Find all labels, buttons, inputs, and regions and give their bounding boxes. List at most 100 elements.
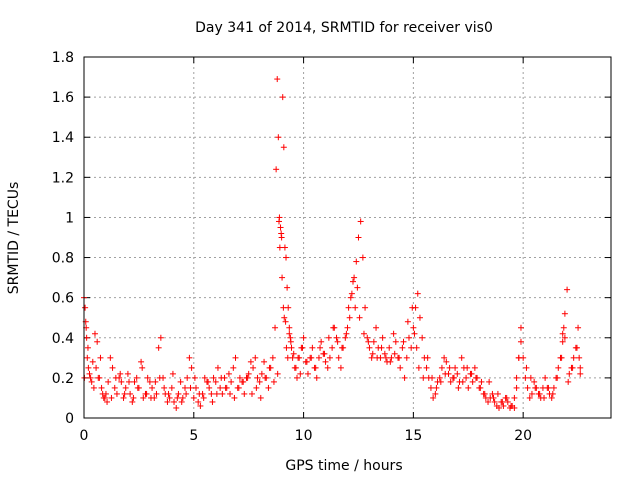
data-point [429,374,436,381]
data-point [299,344,306,351]
data-point [345,304,352,311]
data-point [490,394,497,401]
data-point [278,230,285,237]
data-point [333,334,340,341]
data-point [270,378,277,385]
data-point [157,334,164,341]
data-point [390,330,397,337]
data-point [196,390,203,397]
data-point [374,354,381,361]
data-point [500,402,507,409]
data-point [348,290,355,297]
data-point [286,330,293,337]
data-point [274,370,281,377]
data-point [182,384,189,391]
data-point [156,374,163,381]
data-point [459,378,466,385]
data-point [245,370,252,377]
data-point [409,304,416,311]
data-point [254,374,261,381]
data-point [175,390,182,397]
data-point [366,344,373,351]
data-point [97,354,104,361]
data-point [387,358,394,365]
data-point [190,394,197,401]
data-point [173,404,180,411]
data-point [282,318,289,325]
data-point [570,354,577,361]
data-point [171,398,178,405]
data-point [146,378,153,385]
data-point [248,390,255,397]
data-point [276,244,283,251]
data-point [84,344,91,351]
data-point [304,370,311,377]
data-point [351,274,358,281]
data-point [178,398,185,405]
data-point [83,334,90,341]
data-point [101,394,108,401]
data-point [292,364,299,371]
data-point [155,344,162,351]
data-point [454,370,461,377]
data-point [235,384,242,391]
x-tick-label: 10 [295,428,313,444]
data-point [279,94,286,101]
data-point [414,290,421,297]
data-point [419,334,426,341]
data-point [423,364,430,371]
data-point [576,354,583,361]
data-point [89,358,96,365]
data-point [247,358,254,365]
data-point [357,218,364,225]
data-point [522,374,529,381]
data-point [392,338,399,345]
data-point [293,374,300,381]
data-point [455,384,462,391]
data-point [532,384,539,391]
data-point [280,144,287,151]
data-point [200,394,207,401]
data-point [536,390,543,397]
data-point [152,378,159,385]
data-point [143,390,150,397]
data-point [236,374,243,381]
data-point [286,324,293,331]
data-point [230,364,237,371]
data-point [164,398,171,405]
data-point [284,284,291,291]
data-point [273,166,280,173]
data-point [368,354,375,361]
data-point [404,318,411,325]
data-point [511,394,518,401]
data-point [342,334,349,341]
data-point [312,364,319,371]
data-point [266,364,273,371]
data-point [523,364,530,371]
data-point [437,378,444,385]
data-point [256,378,263,385]
data-point [147,394,154,401]
data-point [166,394,173,401]
x-axis-label: GPS time / hours [285,458,402,474]
data-point [554,374,561,381]
data-point [210,374,217,381]
data-point [491,398,498,405]
data-point [541,394,548,401]
data-point [168,384,175,391]
data-point [362,304,369,311]
data-point [262,374,269,381]
data-point [95,374,102,381]
data-point [565,378,572,385]
data-point [373,324,380,331]
data-point [275,218,282,225]
data-point [309,344,316,351]
data-point [550,384,557,391]
y-tick-label: 1.6 [52,90,74,106]
data-point [252,354,259,361]
data-point [325,334,332,341]
data-point [330,324,337,331]
data-point [118,378,125,385]
data-point [303,358,310,365]
x-tick-label: 0 [80,428,89,444]
